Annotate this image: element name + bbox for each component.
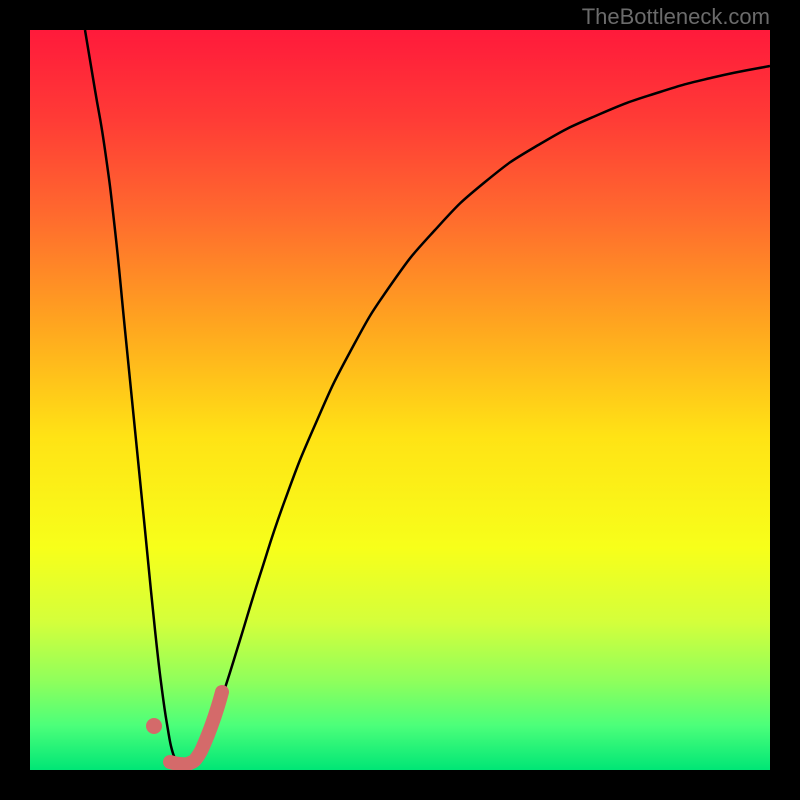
j-marker-dot [146, 718, 162, 734]
chart-root: TheBottleneck.com [0, 0, 800, 800]
plot-area [30, 30, 770, 770]
gradient-background [30, 30, 770, 770]
chart-svg [30, 30, 770, 770]
watermark-text: TheBottleneck.com [582, 4, 770, 30]
